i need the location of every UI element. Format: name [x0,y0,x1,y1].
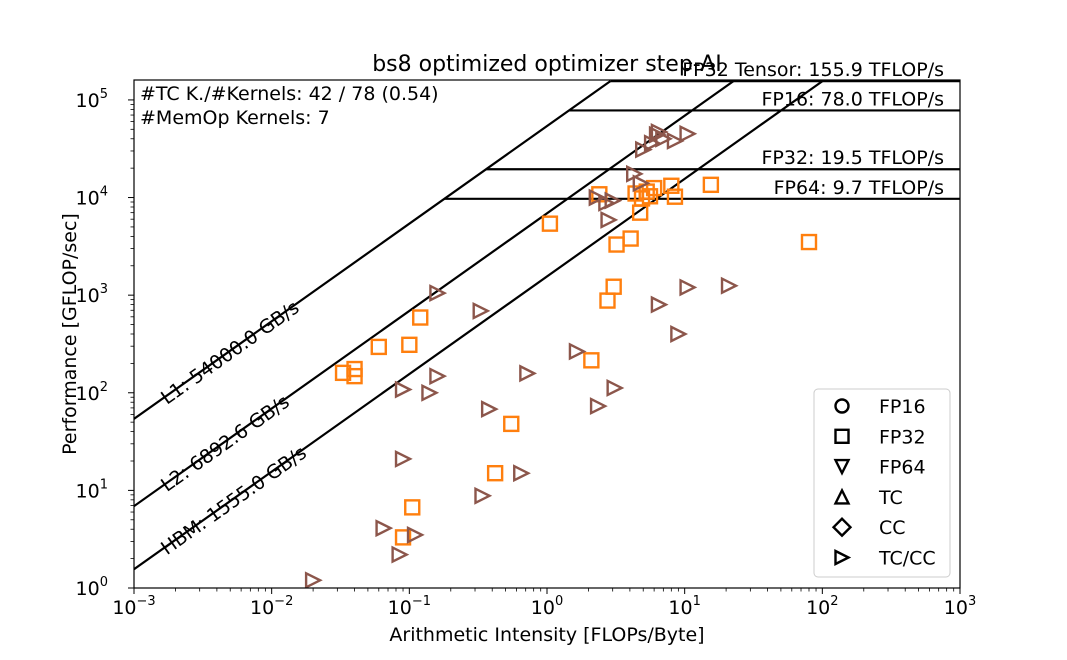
data-point-fp32 [541,215,559,232]
ceiling-label-2: FP32: 19.5 TFLOP/s [761,147,944,169]
data-point-tc-cc [394,380,413,399]
x-axis-ticks: 10−3 10−2 10−1 100 101 102 103 [112,588,976,619]
data-point-fp32 [608,236,625,253]
y-tick-label: 102 [76,380,108,405]
data-point-tc-cc [666,132,685,150]
data-point-tc-cc [406,525,425,544]
x-tick-label: 101 [668,594,700,619]
data-point-fp32 [401,336,418,354]
data-point-tc-cc [568,342,587,361]
data-point-tc-cc [588,188,607,207]
x-tick-label: 100 [531,594,563,619]
data-point-tc-cc [650,122,669,141]
legend-label: FP32 [879,426,926,448]
legend-label: TC [878,487,903,509]
legend-label: FP16 [879,396,926,418]
x-tick-label: 10−2 [250,594,293,619]
data-point-tc-cc [670,325,689,343]
data-point-tc-cc [679,124,698,143]
y-tick-label: 105 [76,87,108,112]
data-point-fp32 [503,415,520,433]
annotation-tc-kernels: #TC K./#Kernels: 42 / 78 (0.54) [140,83,439,105]
legend-marker-square [834,428,850,444]
data-point-tc-cc [391,545,410,564]
legend-marker-triangle-up [833,487,851,505]
chart-title: bs8 optimized optimizer step-AI [372,52,722,77]
data-point-tc-cc [421,383,440,402]
legend: FP16 FP32 FP64 TC CC TC/CC [813,388,951,578]
data-point-tc-cc [720,276,739,295]
data-point-tc-cc [472,301,491,320]
data-point-fp32 [486,464,504,482]
data-point-tc-cc [606,379,625,397]
data-point-fp32 [346,367,363,385]
data-point-fp32 [800,233,818,251]
data-point-tc-cc [519,364,538,383]
ceiling-label-3: FP64: 9.7 TFLOP/s [774,177,944,199]
data-point-fp32 [666,188,684,205]
bandwidth-line-0 [134,80,612,420]
ceiling-label-0: FP32 Tensor: 155.9 TFLOP/s [682,59,944,81]
x-tick-label: 10−1 [388,594,431,619]
data-point-fp32 [641,188,659,205]
legend-marker-triangle-down [833,458,851,476]
data-point-fp32 [370,338,387,356]
data-point-tc-cc [304,571,323,588]
data-point-fp32 [583,352,600,369]
data-point-tc-cc [375,519,394,538]
data-point-fp32 [412,309,429,326]
data-point-fp32 [394,529,412,546]
data-point-fp32 [599,292,616,309]
ceiling-labels: FP32 Tensor: 155.9 TFLOP/s FP16: 78.0 TFL… [682,59,944,199]
legend-marker-diamond [831,517,853,538]
data-point-tc-cc [513,464,531,483]
bandwidth-line-2 [134,80,824,571]
data-point-tc-cc [429,284,448,303]
data-point-fp32 [622,230,639,247]
roofline-lines [134,80,960,571]
y-axis-ticks: 100 101 102 103 104 105 [76,87,134,600]
data-point-tc-cc [655,129,674,148]
data-point-fp32 [404,499,421,516]
data-point-fp32 [702,176,720,194]
ceiling-label-1: FP16: 78.0 TFLOP/s [761,88,944,110]
data-point-fp32 [605,278,622,295]
data-point-fp32 [334,364,352,382]
data-point-tc-cc [474,486,493,505]
legend-marker-circle [834,398,850,414]
legend-label: TC/CC [878,548,936,570]
data-point-tc-cc [480,400,499,419]
data-point-tc-cc [600,210,619,229]
y-tick-label: 100 [76,575,108,600]
x-axis-label: Arithmetic Intensity [FLOPs/Byte] [389,624,704,646]
data-points [304,122,818,588]
legend-marker-triangle-right [834,549,852,566]
bandwidth-line-1 [134,80,735,508]
x-tick-label: 102 [806,594,838,619]
data-point-fp32 [663,177,680,194]
data-point-tc-cc [604,191,623,210]
data-point-tc-cc [632,174,651,193]
y-axis-label: Performance [GFLOP/sec] [59,213,81,455]
data-point-tc-cc [635,140,653,159]
x-tick-label: 10−3 [112,594,155,619]
data-point-tc-cc [650,295,669,314]
y-tick-label: 101 [76,477,108,502]
x-tick-label: 103 [944,594,976,619]
data-point-tc-cc [589,397,608,416]
data-point-tc-cc [679,278,698,297]
y-tick-label: 103 [76,282,108,307]
annotation-memop-kernels: #MemOp Kernels: 7 [140,107,330,129]
data-point-tc-cc [394,449,413,468]
data-point-tc-cc [429,367,448,386]
legend-label: FP64 [879,457,926,479]
data-point-fp32 [645,179,663,197]
y-tick-label: 104 [76,185,108,210]
bandwidth-label-2: HBM: 1555.0 GB/s [157,442,311,560]
legend-label: CC [879,517,906,539]
